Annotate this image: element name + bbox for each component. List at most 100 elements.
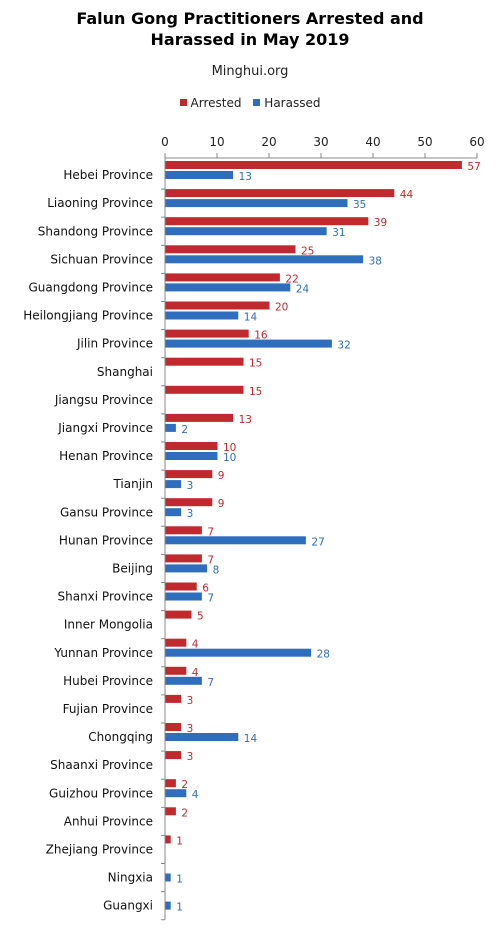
bar-harassed-liaoning-province — [165, 199, 348, 208]
data-label-harassed-guangdong-province: 24 — [296, 283, 310, 295]
data-label-harassed-ningxia: 1 — [176, 874, 183, 886]
data-label-arrested-sichuan-province: 25 — [301, 245, 314, 257]
bar-harassed-henan-province — [165, 452, 218, 460]
category-label-guizhou-province: Guizhou Province — [49, 786, 153, 800]
x-tick-label: 30 — [313, 135, 328, 149]
x-tick-label: 0 — [161, 135, 169, 149]
bar-arrested-guizhou-province — [165, 779, 176, 788]
category-label-shanxi-province: Shanxi Province — [58, 590, 154, 604]
chart-subtitle: Minghui.org — [211, 64, 289, 79]
bar-harassed-ningxia — [165, 873, 171, 882]
legend-item-harassed: Harassed — [253, 96, 320, 110]
data-label-arrested-hubei-province: 4 — [192, 667, 199, 679]
bar-arrested-shandong-province — [165, 217, 369, 226]
bar-harassed-hunan-province — [165, 536, 306, 545]
data-label-harassed-liaoning-province: 35 — [353, 199, 366, 211]
data-label-arrested-fujian-province: 3 — [187, 695, 194, 707]
bar-harassed-tianjin — [165, 480, 182, 489]
data-label-arrested-chongqing: 3 — [187, 723, 194, 735]
legend-swatch-arrested — [179, 99, 187, 106]
bar-harassed-yunnan-province — [165, 648, 312, 657]
category-label-shandong-province: Shandong Province — [38, 224, 153, 238]
category-label-hebei-province: Hebei Province — [63, 168, 153, 182]
data-label-harassed-guangxi: 1 — [176, 902, 183, 914]
category-label-inner-mongolia: Inner Mongolia — [64, 618, 153, 632]
data-label-harassed-yunnan-province: 28 — [317, 649, 330, 661]
bar-harassed-jilin-province — [165, 339, 332, 348]
bar-arrested-shanghai — [165, 357, 244, 366]
bar-harassed-heilongjiang-province — [165, 311, 239, 320]
data-label-harassed-guizhou-province: 4 — [192, 789, 199, 801]
bar-arrested-inner-mongolia — [165, 610, 192, 619]
data-label-arrested-yunnan-province: 4 — [192, 639, 199, 651]
bar-harassed-chongqing — [165, 733, 239, 741]
category-label-jiangsu-province: Jiangsu Province — [54, 393, 153, 407]
category-label-tianjin: Tianjin — [112, 477, 153, 491]
bar-arrested-liaoning-province — [165, 189, 395, 198]
x-tick-label: 20 — [261, 135, 276, 149]
category-label-heilongjiang-province: Heilongjiang Province — [23, 309, 153, 323]
bar-harassed-shandong-province — [165, 227, 327, 236]
data-label-harassed-jilin-province: 32 — [337, 340, 350, 352]
data-label-harassed-shandong-province: 31 — [332, 227, 345, 239]
category-label-shanghai: Shanghai — [97, 365, 153, 379]
category-label-jilin-province: Jilin Province — [76, 337, 153, 351]
data-label-harassed-hubei-province: 7 — [207, 677, 214, 689]
legend-item-arrested: Arrested — [179, 96, 241, 110]
legend: Arrested Harassed — [0, 96, 500, 110]
category-label-hunan-province: Hunan Province — [59, 533, 153, 547]
data-label-arrested-jilin-province: 16 — [254, 330, 268, 342]
legend-label-harassed: Harassed — [264, 96, 321, 110]
bar-arrested-jiangsu-province — [165, 385, 244, 394]
bar-arrested-anhui-province — [165, 807, 176, 816]
data-label-harassed-henan-province: 10 — [223, 452, 236, 464]
data-label-harassed-hebei-province: 13 — [239, 171, 252, 183]
bar-harassed-guizhou-province — [165, 789, 187, 798]
data-label-harassed-sichuan-province: 38 — [369, 255, 382, 267]
category-label-fujian-province: Fujian Province — [63, 702, 153, 716]
bar-harassed-shanxi-province — [165, 592, 202, 601]
bar-arrested-gansu-province — [165, 498, 213, 507]
bar-harassed-guangxi — [165, 901, 171, 910]
data-label-harassed-heilongjiang-province: 14 — [244, 312, 258, 324]
data-label-arrested-jiangxi-province: 13 — [239, 414, 252, 426]
bar-arrested-heilongjiang-province — [165, 301, 270, 310]
data-label-arrested-gansu-province: 9 — [218, 498, 225, 510]
category-label-guangxi: Guangxi — [103, 899, 153, 913]
data-label-arrested-shaanxi-province: 3 — [187, 751, 194, 763]
data-label-harassed-tianjin: 3 — [187, 480, 194, 492]
category-label-beijing: Beijing — [112, 561, 153, 575]
category-label-shaanxi-province: Shaanxi Province — [50, 758, 153, 772]
data-label-arrested-shanghai: 15 — [249, 358, 262, 370]
bar-arrested-henan-province — [165, 442, 218, 450]
data-label-harassed-jiangxi-province: 2 — [181, 424, 188, 436]
chart-title-line-2: Harassed in May 2019 — [150, 30, 350, 49]
data-label-harassed-hunan-province: 27 — [311, 536, 324, 548]
category-label-guangdong-province: Guangdong Province — [28, 280, 153, 294]
category-label-zhejiang-province: Zhejiang Province — [46, 842, 153, 856]
data-label-arrested-liaoning-province: 44 — [400, 189, 414, 201]
data-label-harassed-beijing: 8 — [213, 564, 220, 576]
category-label-henan-province: Henan Province — [59, 449, 153, 463]
category-label-anhui-province: Anhui Province — [64, 814, 153, 828]
chart-title-line-1: Falun Gong Practitioners Arrested and — [76, 9, 424, 28]
bar-arrested-zhejiang-province — [165, 835, 171, 844]
data-label-arrested-guangdong-province: 22 — [285, 273, 298, 285]
bar-arrested-hunan-province — [165, 526, 202, 535]
data-label-arrested-henan-province: 10 — [223, 442, 236, 454]
data-label-arrested-shandong-province: 39 — [374, 217, 387, 229]
chart-title: Falun Gong Practitioners Arrested and Ha… — [0, 8, 500, 50]
data-label-arrested-shanxi-province: 6 — [202, 583, 209, 595]
x-tick-label: 50 — [417, 135, 432, 149]
data-label-harassed-shanxi-province: 7 — [207, 593, 214, 605]
category-label-chongqing: Chongqing — [88, 730, 153, 744]
bar-arrested-sichuan-province — [165, 245, 296, 254]
data-label-harassed-gansu-province: 3 — [187, 508, 194, 520]
bar-harassed-beijing — [165, 564, 208, 573]
bar-harassed-sichuan-province — [165, 255, 364, 264]
bar-arrested-fujian-province — [165, 694, 182, 703]
bar-harassed-gansu-province — [165, 508, 182, 517]
x-tick-label: 60 — [469, 135, 484, 149]
bar-harassed-guangdong-province — [165, 283, 291, 292]
data-label-arrested-inner-mongolia: 5 — [197, 611, 204, 623]
